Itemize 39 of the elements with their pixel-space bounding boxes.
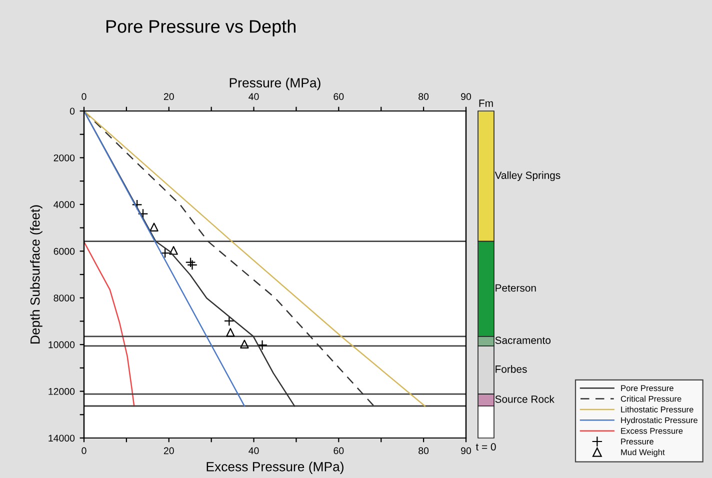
x-tick-label: 0 bbox=[82, 447, 86, 454]
x-tick-label: 80 bbox=[418, 447, 429, 454]
legend-label: Lithostatic Pressure bbox=[621, 406, 694, 412]
legend-label: Critical Pressure bbox=[620, 396, 682, 402]
x2-tick-label: 20 bbox=[164, 93, 174, 100]
legend-label: Hydrostatic Pressure bbox=[621, 417, 698, 425]
series-label: Peterson bbox=[496, 284, 536, 292]
text: t = 0 bbox=[476, 443, 496, 451]
x2-tick-label: 0 bbox=[82, 93, 86, 100]
y-tick-label: 6000 bbox=[54, 248, 75, 255]
legend-label: Pressure bbox=[621, 438, 654, 444]
y-tick-label: 0 bbox=[70, 108, 75, 115]
x2-tick-label: 60 bbox=[334, 93, 344, 100]
y-tick-label: 4000 bbox=[54, 201, 75, 208]
y-tick-label: 8000 bbox=[54, 294, 75, 302]
x-axis-title: Excess Pressure (MPa) bbox=[206, 462, 344, 474]
series-label: Valley Springs bbox=[494, 171, 560, 182]
series-label: Source Rock bbox=[495, 395, 554, 403]
x2-axis-title: Pressure (MPa) bbox=[230, 78, 320, 90]
legend-label: Excess Pressure bbox=[621, 428, 683, 434]
series-label: Sacramento bbox=[495, 336, 551, 344]
x2-tick-label: 40 bbox=[248, 93, 259, 100]
y-axis-title: Depth Subsurface (feet) bbox=[30, 205, 42, 344]
y-tick-label: 14000 bbox=[48, 434, 75, 442]
chart-title: Fm bbox=[479, 100, 493, 107]
x-tick-label: 20 bbox=[164, 447, 174, 454]
x2-tick-label: 90 bbox=[461, 93, 472, 100]
legend-label: Pore Pressure bbox=[621, 385, 674, 392]
x-tick-label: 90 bbox=[461, 447, 472, 454]
x-tick-label: 60 bbox=[334, 447, 344, 454]
y-tick-label: 12000 bbox=[48, 388, 75, 395]
chart-title: Pore Pressure vs Depth bbox=[106, 20, 296, 36]
legend-label: Mud Weight bbox=[621, 449, 665, 457]
x-tick-label: 40 bbox=[248, 447, 259, 454]
line-series bbox=[84, 241, 135, 407]
y-tick-label: 10000 bbox=[48, 341, 75, 348]
x2-tick-label: 80 bbox=[418, 93, 429, 100]
series-label: Forbes bbox=[496, 365, 527, 373]
y-tick-label: 2000 bbox=[54, 154, 75, 162]
